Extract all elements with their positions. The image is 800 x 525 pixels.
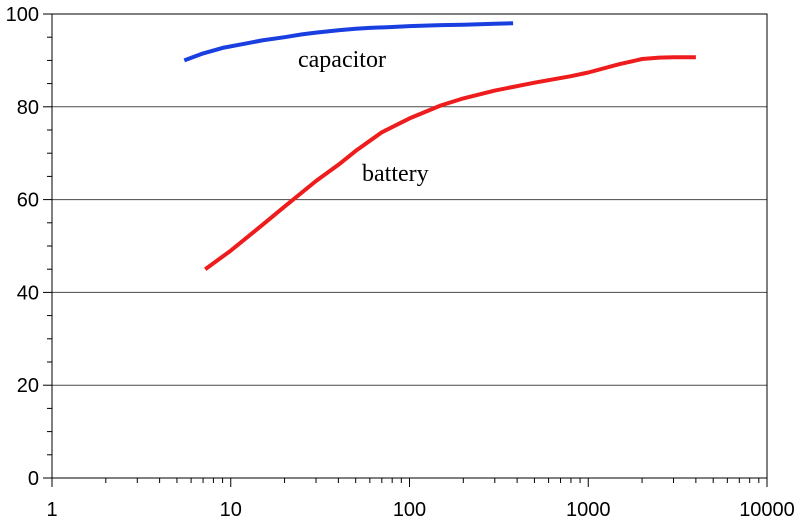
axes	[51, 13, 768, 479]
y-tick-label: 100	[6, 4, 39, 26]
plot-frame	[51, 13, 768, 479]
y-tick-label: 0	[28, 468, 39, 490]
series-line-capacitor	[183, 21, 514, 63]
x-tick-label: 10	[220, 499, 242, 521]
x-tick-label: 100	[393, 499, 426, 521]
series-label-battery: battery	[362, 161, 429, 187]
series-line-battery	[204, 55, 696, 271]
x-tick-label: 10000	[739, 499, 795, 521]
grid-lines	[52, 106, 767, 386]
series-lines	[183, 21, 696, 271]
minor-ticks	[43, 13, 768, 487]
y-tick-label: 20	[17, 375, 39, 397]
y-tick-label: 60	[17, 190, 39, 212]
y-tick-label: 80	[17, 97, 39, 119]
series-labels: capacitor battery	[298, 47, 429, 187]
x-tick-labels: 1 10 100 1000 10000	[46, 499, 794, 521]
y-tick-labels: 0 20 40 60 80 100	[6, 4, 39, 490]
x-tick-label: 1	[46, 499, 57, 521]
y-tick-label: 40	[17, 282, 39, 304]
x-tick-label: 1000	[566, 499, 611, 521]
series-label-capacitor: capacitor	[298, 47, 386, 73]
